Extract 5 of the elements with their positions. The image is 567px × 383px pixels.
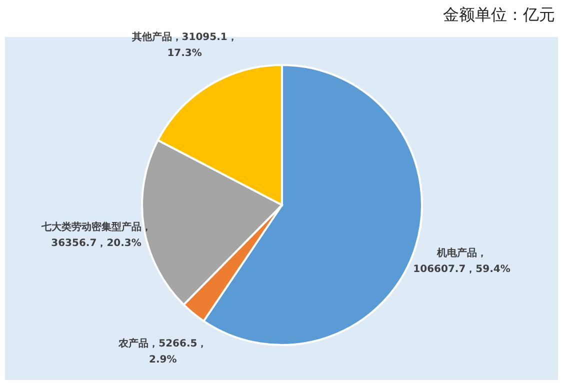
slice-label: 农产品，5266.5， 2.9% xyxy=(118,337,208,366)
text: 金额单位：亿元 xyxy=(443,5,555,24)
slice-label: 机电产品， 106607.7，59.4% xyxy=(413,246,510,275)
slice-label: 七大类劳动密集型产品， 36356.7，20.3% xyxy=(40,221,152,250)
slice-label: 其他产品，31095.1， 17.3% xyxy=(130,31,238,60)
